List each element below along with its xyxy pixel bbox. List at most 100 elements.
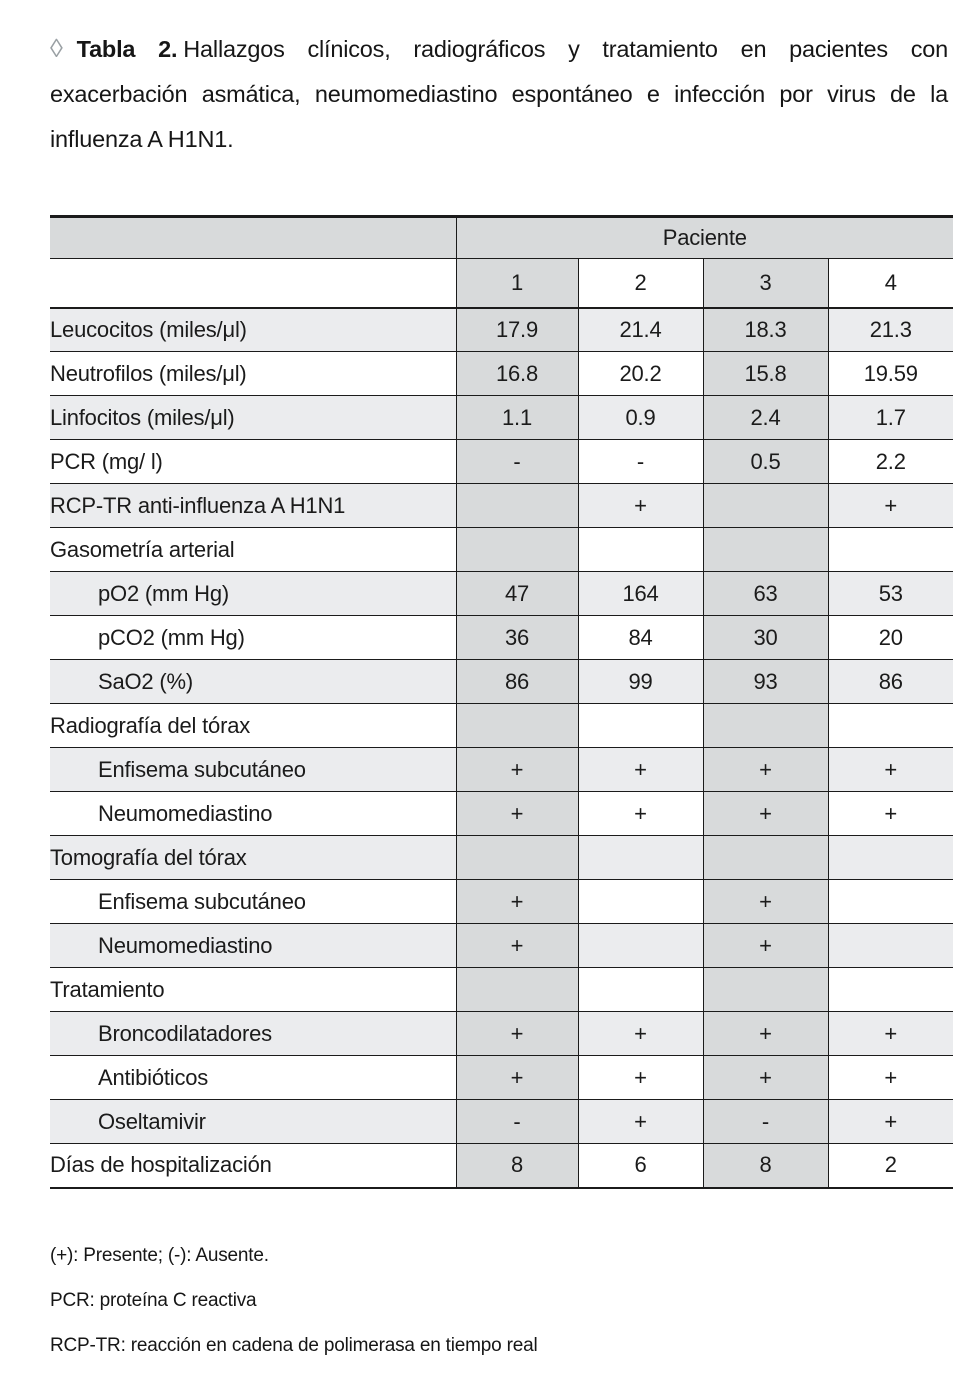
- cell-value: +: [455, 747, 578, 792]
- cell-value: 20: [827, 615, 954, 660]
- row-label: Gasometría arterial: [50, 536, 235, 562]
- table-row: Días de hospitalización 8 6 8 2: [50, 1143, 954, 1188]
- cell-value: 2: [827, 1143, 954, 1188]
- cell-value: +: [702, 747, 828, 792]
- cell-value: -: [577, 439, 703, 484]
- row-label: Neutrofilos (miles/μl): [50, 360, 247, 386]
- row-label: SaO2 (%): [50, 659, 456, 704]
- cell-value: 21.3: [827, 307, 954, 352]
- table-row: Neumomediastino + + + +: [50, 791, 954, 836]
- table-row: Enfisema subcutáneo + +: [50, 879, 954, 924]
- cell-value: [702, 483, 828, 528]
- row-label: Neumomediastino: [98, 800, 273, 826]
- table-row: Gasometría arterial: [50, 527, 954, 572]
- cell-value: [827, 835, 954, 880]
- cell-value: +: [455, 879, 578, 924]
- cell-value: [577, 527, 703, 572]
- cell-value: [702, 967, 828, 1012]
- cell-value: +: [827, 483, 954, 528]
- cell-value: 8: [455, 1143, 578, 1188]
- cell-value: [702, 527, 828, 572]
- cell-value: 0.9: [577, 395, 703, 440]
- diamond-icon: ◊: [50, 33, 63, 63]
- cell-value: [702, 703, 828, 748]
- row-label: Enfisema subcutáneo: [98, 888, 306, 914]
- row-label: Neumomediastino: [50, 923, 456, 968]
- cell-value: [827, 923, 954, 968]
- cell-value: 63: [702, 571, 828, 616]
- cell-value: 99: [577, 659, 703, 704]
- cell-value: 0.5: [702, 439, 828, 484]
- row-label: Oseltamivir: [50, 1099, 456, 1144]
- table-row: Leucocitos (miles/μl) 17.9 21.4 18.3 21.3: [50, 307, 954, 352]
- row-label: Antibióticos: [98, 1064, 209, 1090]
- table-row: Neumomediastino + +: [50, 923, 954, 968]
- row-label: RCP-TR anti-influenza A H1N1: [50, 483, 456, 528]
- cell-value: [577, 967, 703, 1012]
- table-row: Antibióticos + + + +: [50, 1055, 954, 1100]
- cell-value: +: [577, 1011, 703, 1056]
- footnote: PCR: proteína C reactiva: [50, 1289, 257, 1311]
- table-row: Radiografía del tórax: [50, 703, 954, 748]
- table-row: pO2 (mm Hg) 47 164 63 53: [50, 571, 954, 616]
- cell-value: +: [702, 1011, 828, 1056]
- table-row: Linfocitos (miles/μl) 1.1 0.9 2.4 1.7: [50, 395, 954, 440]
- cell-value: +: [702, 879, 828, 924]
- cell-value: 15.8: [702, 351, 828, 396]
- cell-value: +: [577, 483, 703, 528]
- cell-value: +: [455, 923, 578, 968]
- cell-value: [827, 967, 954, 1012]
- cell-value: +: [827, 1055, 954, 1100]
- table-row: Oseltamivir - + - +: [50, 1099, 954, 1144]
- cell-value: +: [827, 1099, 954, 1144]
- cell-value: -: [702, 1099, 828, 1144]
- cell-value: +: [577, 747, 703, 792]
- column-header-paciente-1: 1: [455, 258, 578, 308]
- cell-value: [455, 483, 578, 528]
- cell-value: +: [702, 1055, 828, 1100]
- table-row: SaO2 (%) 86 99 93 86: [50, 659, 954, 704]
- cell-value: 18.3: [702, 307, 828, 352]
- cell-value: +: [702, 791, 828, 836]
- row-label: Broncodilatadores: [50, 1011, 456, 1056]
- cell-value: [455, 703, 578, 748]
- table-caption: ◊ Tabla 2. Hallazgos clínicos, radiográfic…: [50, 26, 948, 162]
- column-header-paciente-3: 3: [702, 258, 828, 308]
- row-label: Días de hospitalización: [50, 1152, 272, 1178]
- cell-value: +: [455, 1011, 578, 1056]
- cell-value: 84: [577, 615, 703, 660]
- cell-value: [455, 967, 578, 1012]
- cell-value: 1.7: [827, 395, 954, 440]
- cell-value: -: [455, 439, 578, 484]
- cell-value: 19.59: [827, 351, 954, 396]
- row-label: Tratamiento: [50, 976, 165, 1002]
- corner-cell: [50, 216, 456, 259]
- table-row: pCO2 (mm Hg) 36 84 30 20: [50, 615, 954, 660]
- cell-value: [827, 879, 954, 924]
- cell-value: [577, 923, 703, 968]
- cell-value: +: [577, 1099, 703, 1144]
- cell-value: 1.1: [455, 395, 578, 440]
- cell-value: 20.2: [577, 351, 703, 396]
- cell-value: 21.4: [577, 307, 703, 352]
- cell-value: [827, 527, 954, 572]
- column-header-paciente-4: 4: [827, 258, 954, 308]
- cell-value: [577, 835, 703, 880]
- cell-value: 6: [577, 1143, 703, 1188]
- caption-text: Hallazgos clínicos, radiográficos y trat…: [50, 36, 948, 152]
- cell-value: +: [702, 923, 828, 968]
- footnotes: (+): Presente; (-): Ausente. PCR: proteín…: [50, 1233, 949, 1368]
- cell-value: 164: [577, 571, 703, 616]
- table-row: Enfisema subcutáneo + + + +: [50, 747, 954, 792]
- cell-value: +: [827, 747, 954, 792]
- cell-value: -: [455, 1099, 578, 1144]
- cell-value: 47: [455, 571, 578, 616]
- footnote: RCP-TR: reacción en cadena de polimerasa…: [50, 1334, 538, 1356]
- cell-value: +: [827, 791, 954, 836]
- row-label: Leucocitos (miles/μl): [50, 307, 456, 352]
- row-label: pCO2 (mm Hg): [98, 624, 245, 650]
- cell-value: +: [577, 791, 703, 836]
- cell-value: [577, 703, 703, 748]
